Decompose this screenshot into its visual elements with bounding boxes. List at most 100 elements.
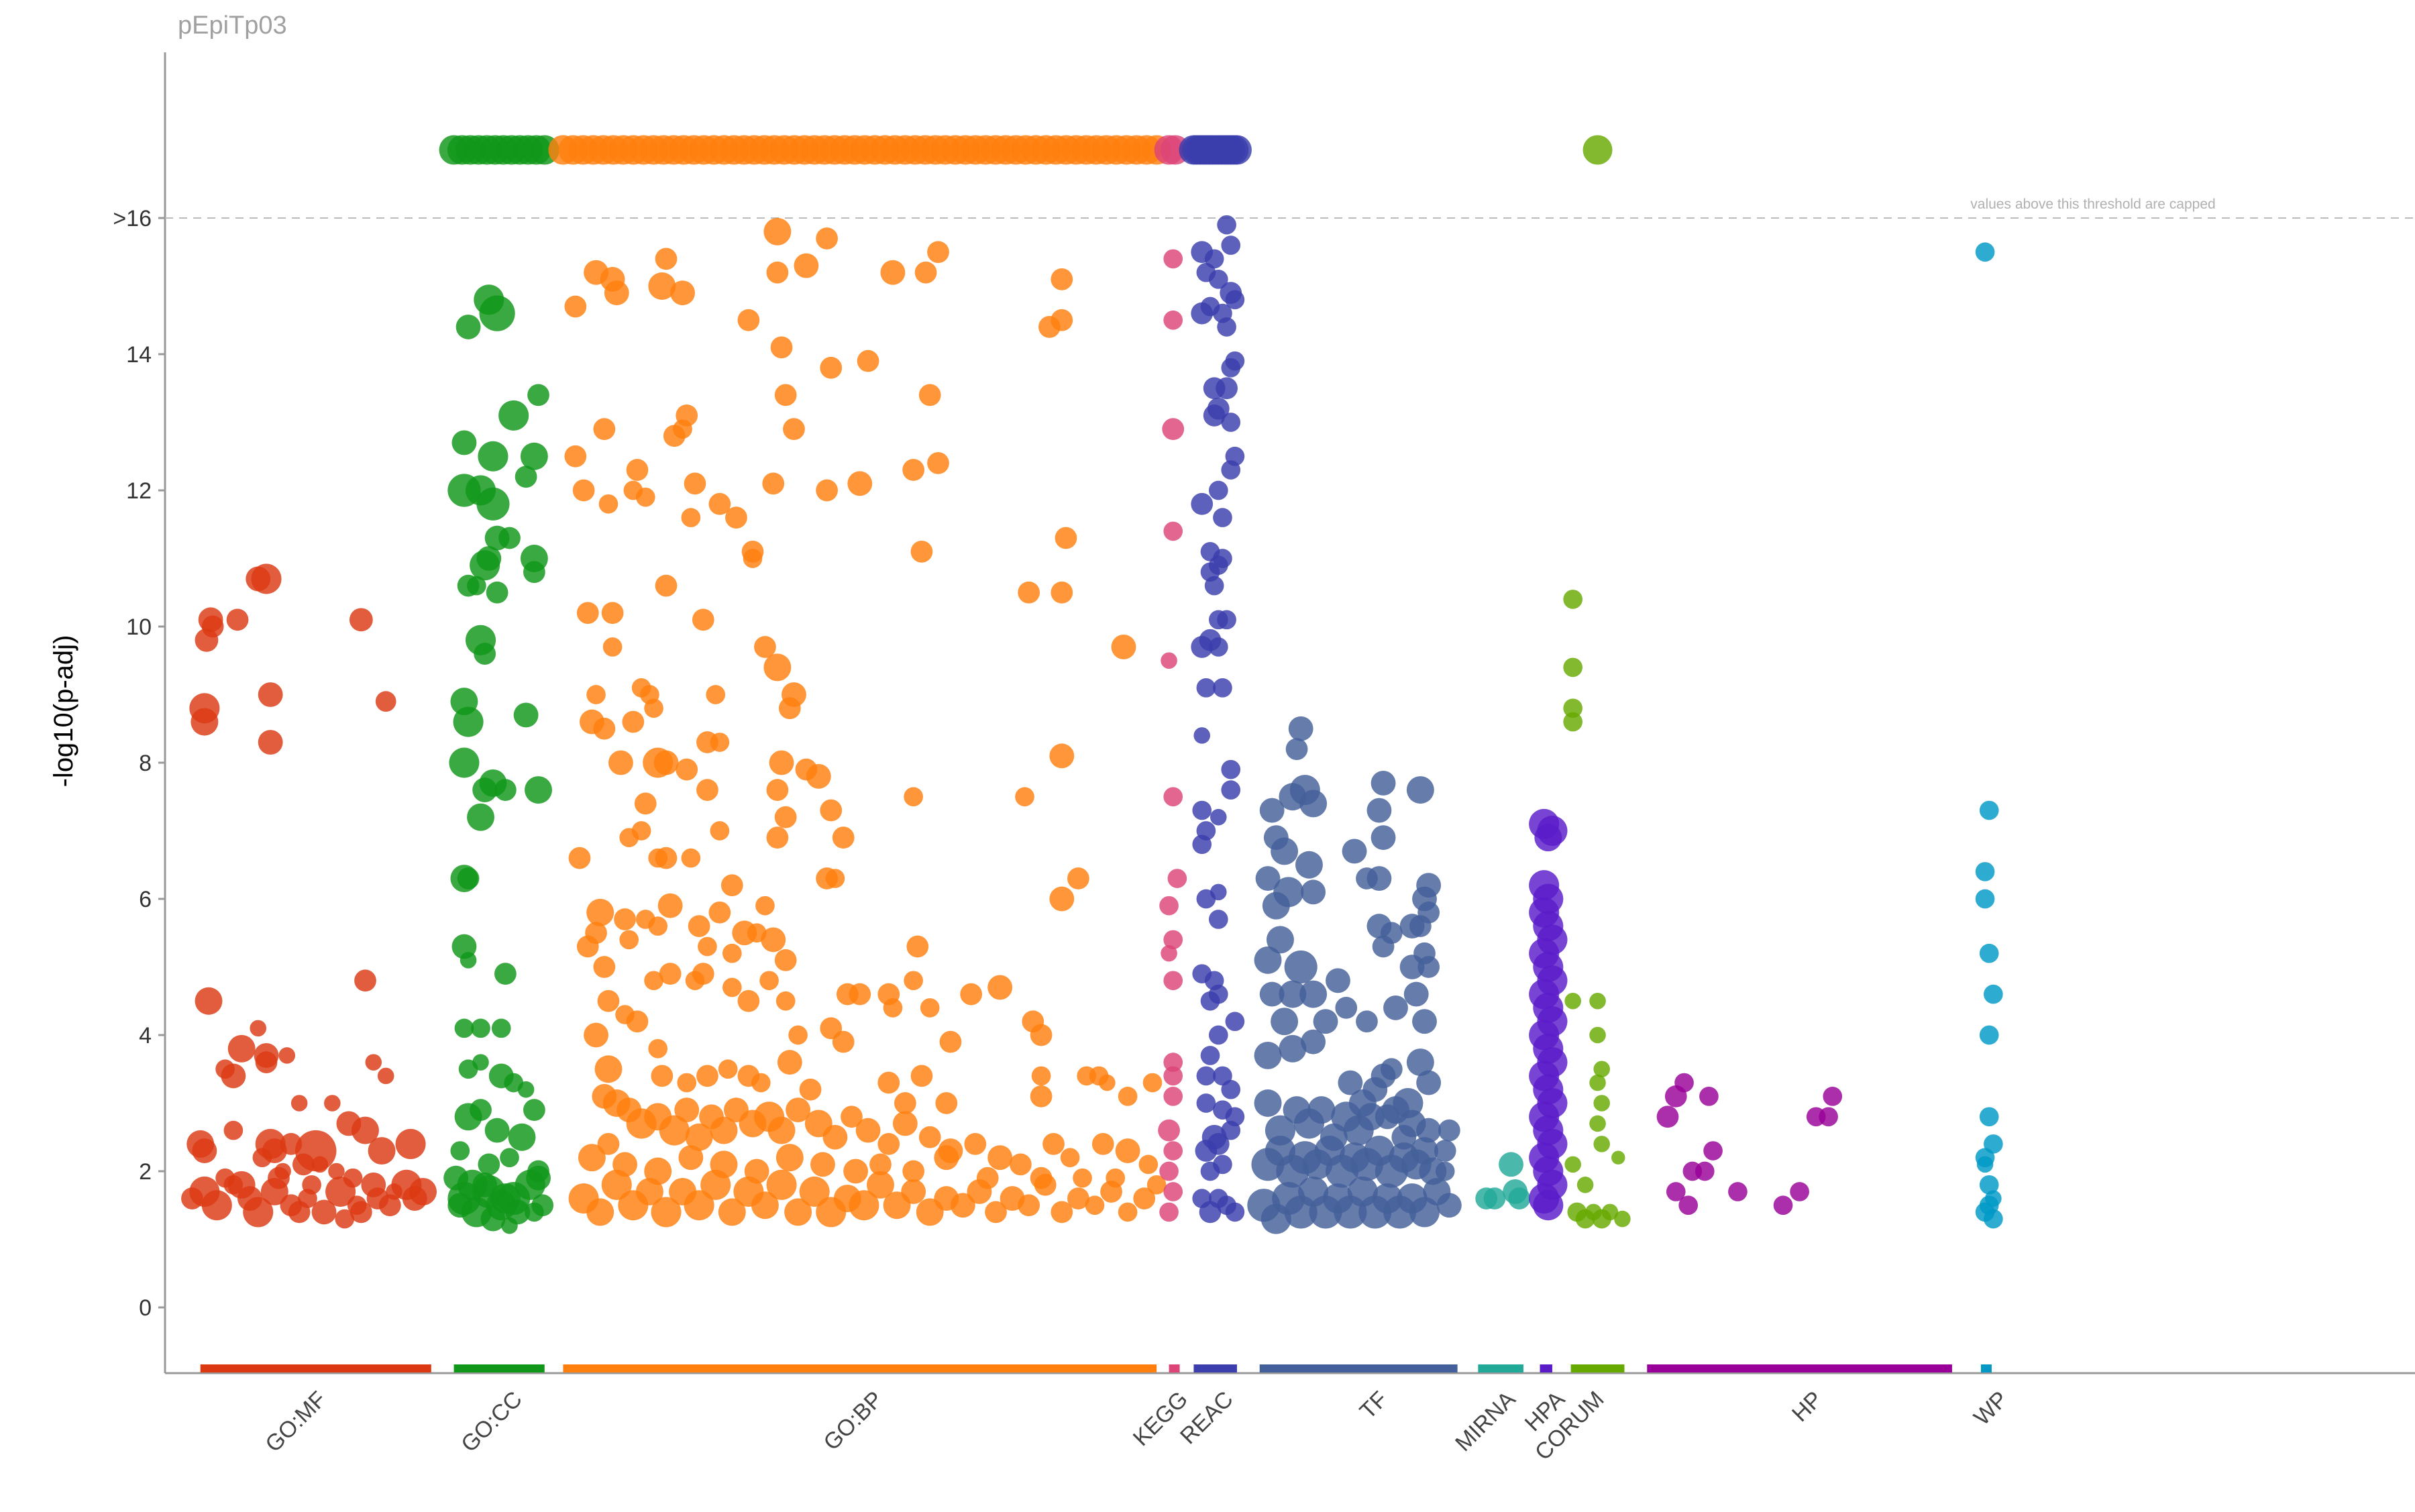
data-point — [1161, 652, 1177, 669]
data-point — [1213, 549, 1232, 568]
data-point — [918, 1126, 941, 1148]
data-point — [648, 1038, 668, 1059]
data-point — [290, 1095, 308, 1112]
data-point — [471, 1018, 490, 1038]
data-point — [467, 803, 494, 831]
data-point — [311, 1199, 337, 1225]
data-point — [766, 261, 789, 284]
source-bar — [563, 1364, 1157, 1372]
data-point — [762, 472, 785, 495]
data-point — [223, 1175, 244, 1195]
data-point — [698, 936, 717, 957]
data-point — [855, 1118, 881, 1143]
data-point — [619, 930, 639, 950]
data-point — [849, 1190, 879, 1221]
data-point — [1412, 1009, 1437, 1034]
data-point — [454, 1018, 474, 1038]
source-bar — [1169, 1364, 1180, 1372]
data-point — [1208, 1025, 1228, 1045]
data-point — [278, 1047, 296, 1064]
data-point — [258, 730, 283, 755]
data-point — [486, 581, 508, 604]
data-point — [1380, 1058, 1403, 1081]
data-point — [523, 561, 545, 584]
data-point — [910, 540, 933, 563]
data-point — [722, 977, 742, 997]
points-reac — [1179, 135, 1252, 1224]
data-point — [763, 217, 792, 246]
data-point — [964, 1133, 987, 1155]
y-tick-label: >16 — [113, 206, 152, 231]
y-tick-label: 14 — [126, 342, 152, 368]
data-point — [594, 1055, 623, 1083]
data-point — [901, 1179, 926, 1204]
data-point — [720, 874, 743, 897]
points-kegg — [1154, 135, 1190, 1222]
data-point — [192, 1138, 217, 1163]
data-point — [451, 430, 477, 455]
data-point — [1563, 712, 1583, 732]
data-point — [612, 1152, 637, 1177]
data-point — [769, 750, 794, 775]
data-point — [894, 1092, 916, 1114]
data-point — [904, 971, 923, 991]
data-point — [1313, 1009, 1338, 1034]
data-point — [626, 459, 649, 481]
source-label: TF — [1355, 1387, 1393, 1424]
data-point — [644, 698, 663, 718]
data-point — [1031, 1066, 1051, 1086]
data-point — [1015, 787, 1034, 807]
data-point — [1382, 1096, 1409, 1124]
data-point — [292, 1153, 315, 1176]
y-tick-label: 12 — [126, 478, 152, 504]
data-point — [484, 1118, 510, 1143]
data-point — [1823, 1087, 1843, 1106]
data-point — [1589, 1115, 1606, 1132]
data-point — [832, 1030, 855, 1053]
data-point — [1196, 1066, 1216, 1086]
data-point — [1163, 1087, 1183, 1106]
data-point — [849, 983, 871, 1006]
chart-title: pEpiTp03 — [178, 11, 287, 40]
data-point — [1118, 1087, 1138, 1106]
data-point — [1210, 883, 1227, 901]
data-point — [1593, 1136, 1610, 1152]
data-point — [670, 280, 695, 306]
data-point — [751, 1073, 771, 1093]
data-point — [366, 1187, 389, 1209]
points-go-bp — [548, 135, 1172, 1228]
data-point — [1271, 837, 1299, 865]
data-point — [1254, 1041, 1282, 1069]
data-point — [1225, 290, 1245, 310]
data-point — [227, 1034, 256, 1063]
data-point — [906, 935, 929, 958]
data-point — [576, 602, 599, 625]
data-point — [455, 314, 481, 339]
data-point — [1030, 1024, 1053, 1046]
data-point — [743, 549, 763, 568]
data-point — [934, 1145, 959, 1171]
data-point — [201, 1190, 232, 1221]
data-point — [678, 1145, 704, 1171]
data-point — [820, 356, 843, 379]
data-point — [352, 1116, 379, 1144]
data-point — [927, 452, 949, 474]
data-point — [508, 1123, 536, 1151]
source-label: HP — [1787, 1387, 1827, 1427]
data-point — [1217, 317, 1236, 337]
data-point — [1366, 798, 1392, 823]
data-point — [467, 576, 486, 596]
data-point — [586, 1198, 614, 1226]
data-point — [1371, 771, 1396, 796]
data-point — [1191, 492, 1214, 515]
data-point — [1366, 866, 1392, 891]
data-point — [1266, 926, 1294, 954]
data-point — [877, 1071, 900, 1094]
data-point — [674, 1097, 700, 1123]
data-point — [1417, 956, 1440, 978]
data-point — [1099, 1074, 1116, 1091]
data-point — [867, 1171, 894, 1199]
source-bars — [200, 1364, 1992, 1372]
data-point — [525, 1202, 544, 1222]
data-point — [1656, 1105, 1679, 1128]
